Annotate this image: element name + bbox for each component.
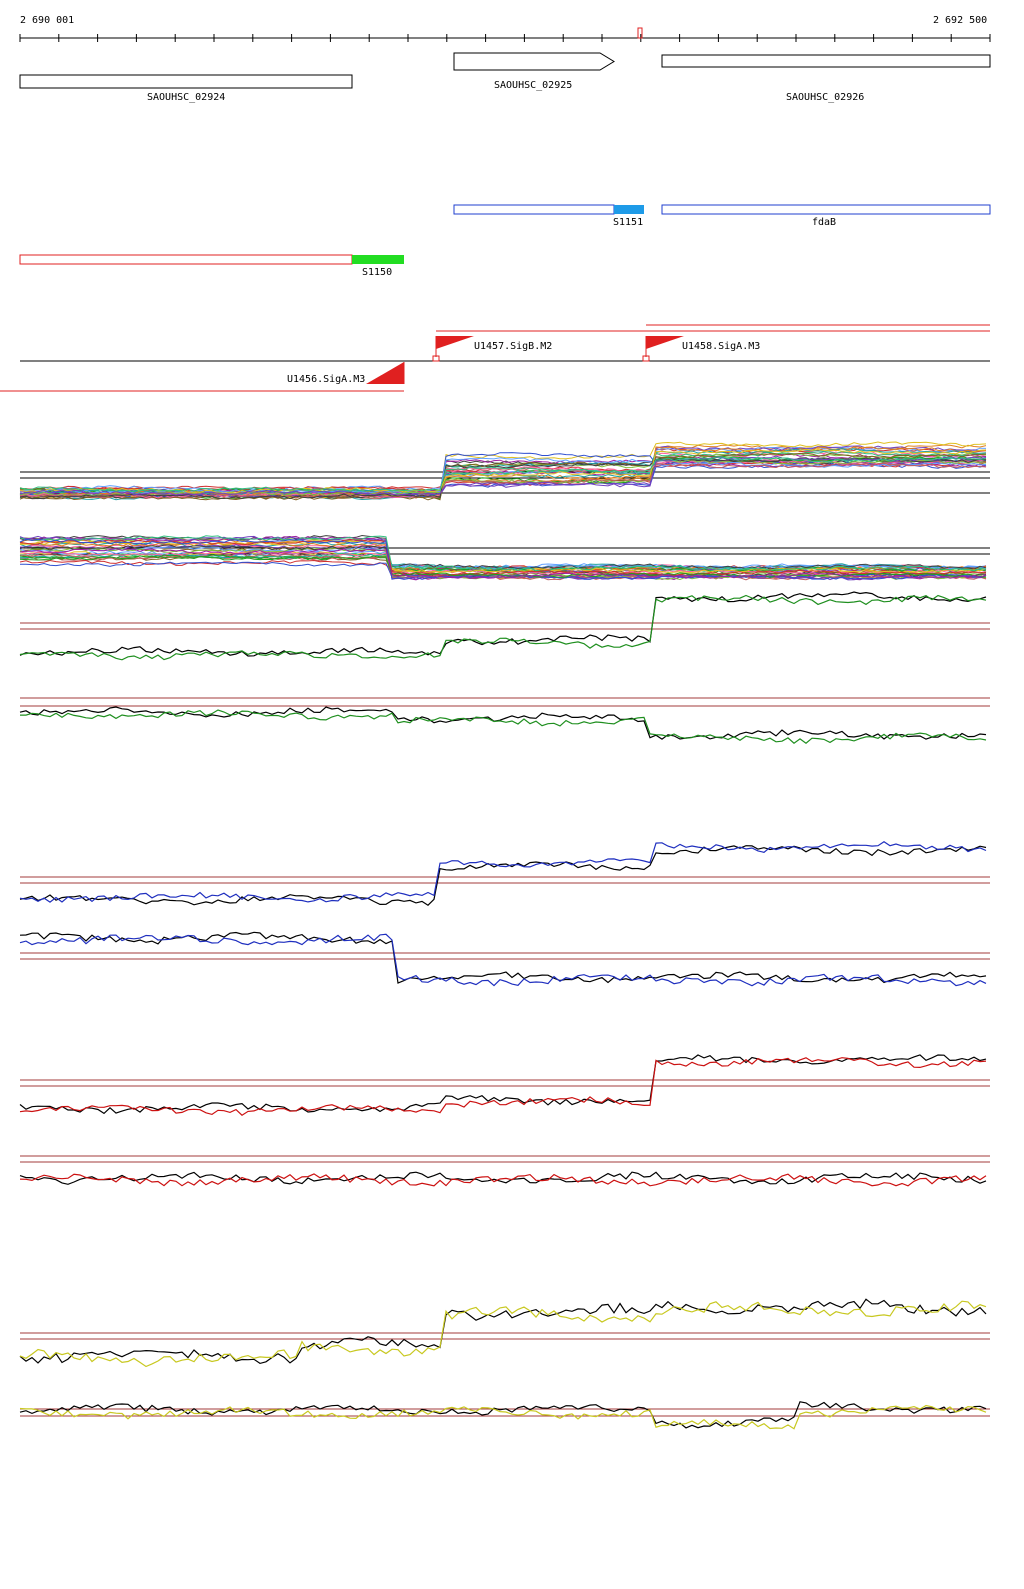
coordinate-ruler: 2 690 001 2 692 500 [19,15,991,42]
promoter-box [642,355,650,362]
coverage-line-reverse [19,554,987,578]
green-coverage-forward [19,591,987,657]
coverage-line-forward [19,446,987,492]
gene-label: SAOUHSC_02924 [147,92,225,103]
promoter-flag-U1456[interactable] [366,362,404,384]
coverage-line-reverse [19,539,987,576]
yellow-coverage-reverse [19,1404,987,1430]
gene-label: SAOUHSC_02925 [494,80,572,91]
red-coverage-reverse [19,1173,987,1187]
coverage-line-forward [19,456,987,493]
gene-SAOUHSC_02926[interactable] [661,54,991,68]
yellow-coverage-reverse [19,1401,987,1429]
gene-track: SAOUHSC_02924 SAOUHSC_02925 SAOUHSC_0292… [19,52,991,103]
green-coverage-reverse [19,706,987,740]
blue-coverage-forward [19,845,987,906]
green-coverage-forward [19,594,987,661]
promoter-flag-U1458[interactable] [646,336,684,349]
promoter-flag-U1457[interactable] [436,336,474,349]
promoter-box [432,355,440,362]
transcript-fdaB[interactable] [661,204,991,215]
transcript-S1150[interactable] [352,255,404,264]
yellow-coverage-forward [19,1298,987,1365]
coverage-line-reverse [19,535,987,572]
coverage-line-forward [19,457,987,500]
position-marker[interactable] [637,27,643,39]
transcript-label: fdaB [812,217,836,228]
promoter-label: U1458.SigA.M3 [682,341,760,352]
transcript-track: S1151 fdaB S1150 [19,204,991,278]
promoter-label: U1456.SigA.M3 [287,374,365,385]
gene-SAOUHSC_02924[interactable] [19,74,353,89]
promoter-label: U1457.SigB.M2 [474,341,552,352]
coverage-line-reverse [19,537,987,580]
yellow-coverage-forward [19,1300,987,1368]
transcript-label: S1150 [362,267,392,278]
red-coverage-forward [19,1054,987,1115]
transcript-outline[interactable] [453,204,615,215]
coverage-line-reverse [19,548,987,579]
coverage-line-reverse [19,544,987,570]
coverage-line-forward [19,459,987,497]
blue-coverage-forward [19,840,987,903]
ruler-end-label: 2 692 500 [933,15,987,26]
red-coverage-forward [19,1057,987,1116]
promoter-track: U1457.SigB.M2 U1458.SigA.M3 U1456.SigA.M… [0,324,990,392]
transcript-outline[interactable] [19,254,353,265]
ruler-start-label: 2 690 001 [20,15,74,26]
coverage-line-forward [19,452,987,501]
transcript-S1151[interactable] [614,205,644,214]
gene-SAOUHSC_02925[interactable] [453,52,615,71]
gene-label: SAOUHSC_02926 [786,92,864,103]
expression-tracks [19,441,990,1430]
blue-coverage-reverse [19,933,987,987]
transcript-label: S1151 [613,217,643,228]
green-coverage-reverse [20,709,987,744]
coverage-line-forward [19,448,987,494]
coverage-line-forward [19,455,987,496]
red-coverage-reverse [19,1171,987,1185]
